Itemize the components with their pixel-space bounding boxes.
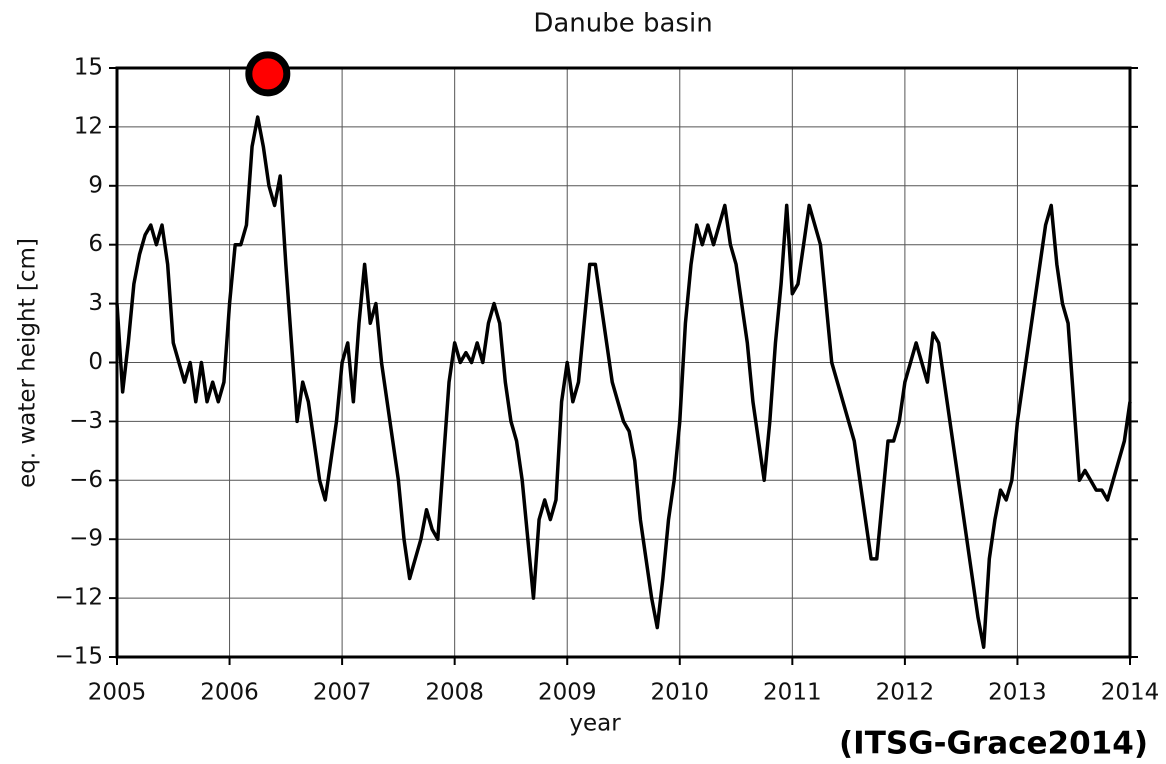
- y-axis-label: eq. water height [cm]: [15, 238, 41, 488]
- x-tick-label: 2009: [538, 680, 597, 706]
- x-tick-label: 2011: [763, 680, 822, 706]
- data-line: [115, 115, 1132, 649]
- x-tick-label: 2005: [88, 680, 147, 706]
- y-tick-label: −9: [69, 526, 103, 552]
- x-tick-label: 2007: [313, 680, 372, 706]
- x-tick-label: 2008: [425, 680, 484, 706]
- y-tick-label: −3: [69, 408, 103, 434]
- y-tick-label: 15: [74, 55, 103, 81]
- y-tick-label: −6: [69, 467, 103, 493]
- highlight-marker: [245, 51, 291, 97]
- y-tick-label: 0: [88, 349, 103, 375]
- x-tick-label: 2012: [876, 680, 935, 706]
- y-tick-label: 9: [88, 172, 103, 198]
- chart-title: Danube basin: [533, 9, 712, 39]
- y-tick-label: 6: [88, 231, 103, 257]
- y-tick-label: −12: [54, 585, 103, 611]
- x-tick-label: 2014: [1101, 680, 1160, 706]
- source-annotation: (ITSG-Grace2014): [839, 726, 1148, 762]
- x-tick-label: 2006: [200, 680, 259, 706]
- x-tick-label: 2013: [988, 680, 1047, 706]
- y-tick-label: −15: [54, 644, 103, 670]
- x-axis-label: year: [569, 711, 621, 737]
- y-tick-label: 12: [74, 113, 103, 139]
- plot-frame: [115, 66, 1132, 659]
- x-tick-label: 2010: [651, 680, 710, 706]
- y-tick-label: 3: [88, 290, 103, 316]
